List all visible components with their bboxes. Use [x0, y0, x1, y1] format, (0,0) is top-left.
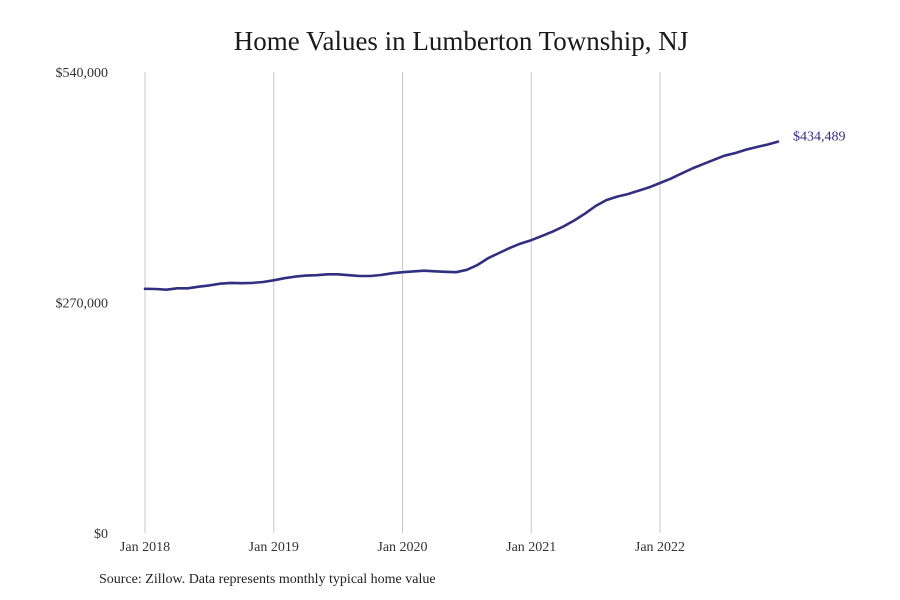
end-value-label: $434,489	[793, 130, 846, 145]
x-tick-label-2: Jan 2020	[377, 540, 427, 555]
x-tick-label-0: Jan 2018	[120, 540, 170, 555]
y-tick-label-1: $270,000	[56, 297, 109, 312]
y-tick-label-0: $540,000	[56, 66, 109, 81]
y-tick-label-2: $0	[94, 527, 108, 542]
x-tick-label-4: Jan 2022	[635, 540, 685, 555]
series-line	[143, 140, 780, 292]
source-note: Source: Zillow. Data represents monthly …	[99, 572, 436, 587]
x-tick-label-3: Jan 2021	[506, 540, 556, 555]
chart-title: Home Values in Lumberton Township, NJ	[233, 26, 689, 56]
x-tick-label-1: Jan 2019	[249, 540, 299, 555]
